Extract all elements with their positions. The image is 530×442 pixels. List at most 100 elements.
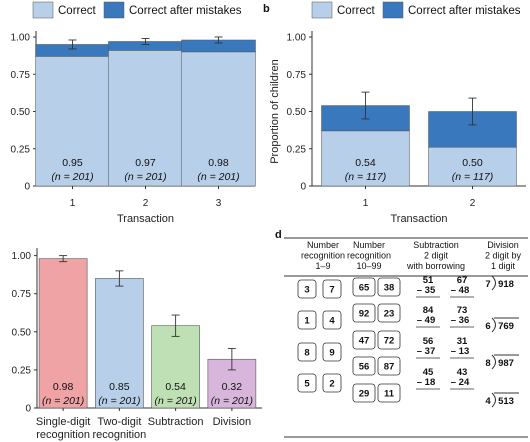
panel-label-b: b [263,3,270,15]
x-category-label: Two-digit [97,416,141,428]
legend-swatch [311,1,333,19]
y-tick-label: 0.50 [12,327,32,338]
subtraction-top: 56 [423,336,434,347]
number-card [322,279,342,299]
number-card-label: 7 [329,285,334,296]
bar-value-label: 0.98 [208,157,229,169]
number-card [352,330,376,350]
x-tick-label: 2 [143,198,149,209]
divisor: 8 [485,358,490,369]
table-header: with borrowing [406,261,465,271]
subtraction-bottom: – 13 [451,346,470,357]
panel-c-chart: 0 0.25 0.50 0.75 1.00 0.98 (n = 201) Single-dig… [12,248,262,441]
y-tick-label: 0.50 [11,107,31,118]
bar [95,278,144,409]
number-card-label: 3 [304,285,309,296]
number-card [352,277,376,297]
number-card [352,356,376,376]
number-card-label: 56 [359,362,370,373]
bar-value-label: 0.98 [53,381,74,393]
number-card [377,303,401,323]
panel-b-chart: 0 0.25 0.50 0.75 1.00 Correct Correct after mi… [269,1,526,225]
y-tick-label: 0.25 [11,144,31,155]
subtraction-top: 84 [423,305,434,316]
bar-value-label: 0.50 [462,157,483,169]
legend-swatch [32,1,54,19]
dividend: 987 [498,358,514,369]
subtraction-bottom: – 48 [451,285,470,296]
y-tick-label: 0.25 [287,144,307,155]
dividend: 513 [498,396,514,407]
bar-n-label: (n = 117) [345,171,387,183]
subtraction-bottom: – 35 [417,285,436,296]
number-card-label: 4 [329,316,335,327]
number-card-label: 2 [329,379,334,390]
table-header: Division [487,240,519,250]
bar-value-label: 0.85 [109,381,130,393]
table-header: 1 digit [491,261,516,271]
x-category-label: recognition [36,429,90,441]
bar-n-label: (n = 201) [154,395,196,407]
divisor: 7 [485,279,490,290]
table-header: Number [353,240,385,250]
number-card [297,279,317,299]
number-card-label: 23 [384,309,395,320]
number-card [297,310,317,330]
x-category-label: Subtraction [148,416,204,428]
table-header: 10–99 [356,261,381,271]
number-card-label: 1 [304,316,310,327]
x-category-label: recognition [92,429,146,441]
number-card-label: 38 [384,283,395,294]
subtraction-top: 31 [457,336,468,347]
legend-label: Correct [58,5,97,17]
bar-value-label: 0.97 [135,157,156,169]
bar-correct [428,147,517,187]
y-axis-title: Proportion of children [269,59,281,164]
number-card [297,373,317,393]
number-card [377,356,401,376]
legend-label: Correct [337,5,376,17]
number-card [352,303,376,323]
subtraction-top: 51 [423,275,434,286]
y-tick-label: 0.75 [287,70,307,81]
y-tick-label: 0.50 [287,107,307,118]
x-tick-label: 1 [363,198,369,209]
number-card-label: 72 [384,336,395,347]
bar-correct [181,51,256,187]
division-bracket [491,354,496,370]
table-header: 2 digit by [485,251,522,261]
number-card-label: 11 [384,389,395,400]
y-tick-label: 0 [300,182,306,193]
number-card-label: 87 [384,362,395,373]
bar-n-label: (n = 201) [98,395,140,407]
table-header: 2 digit [424,251,449,261]
x-tick-label: 3 [216,198,222,209]
bar-n-label: (n = 201) [42,395,84,407]
number-card-label: 92 [359,309,370,320]
number-card [377,277,401,297]
y-tick-label: 0.75 [12,289,32,300]
legend-swatch [382,1,404,19]
bar [38,258,88,409]
number-card-label: 65 [359,283,370,294]
number-card [322,373,342,393]
dividend: 918 [498,279,514,290]
bar-value-label: 0.95 [62,157,83,169]
bar-value-label: 0.54 [165,381,186,393]
y-tick-label: 0 [24,182,30,193]
panel-d-table: Numberrecognition1–9Numberrecognition10–… [284,237,528,438]
y-tick-label: 1.00 [12,251,32,262]
number-card [377,330,401,350]
subtraction-bottom: – 36 [451,315,470,326]
y-tick-label: 0 [25,404,31,415]
bar-n-label: (n = 201) [124,171,166,183]
division-bracket [491,392,496,408]
table-header: Subtraction [413,240,459,250]
number-card-label: 5 [304,379,310,390]
number-card [297,342,317,362]
table-header: recognition [301,251,345,261]
number-card-label: 29 [359,389,370,400]
subtraction-top: 45 [423,367,434,378]
table-header: 1–9 [315,261,330,271]
